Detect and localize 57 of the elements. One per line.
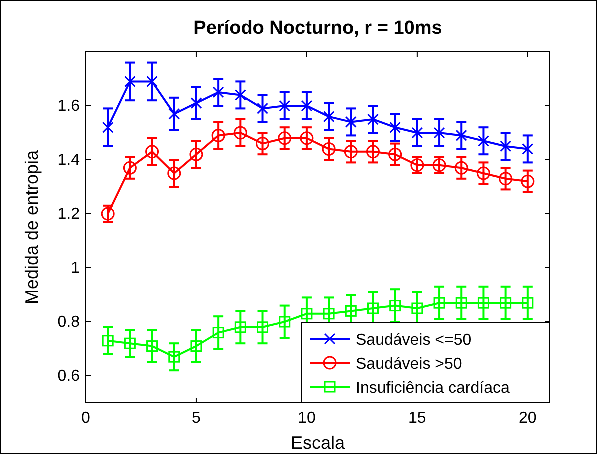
point xyxy=(101,207,115,221)
point xyxy=(323,308,335,320)
point xyxy=(234,126,248,140)
point xyxy=(366,145,380,159)
y-tick-label: 0.8 xyxy=(58,314,80,331)
y-tick-label: 1 xyxy=(71,260,80,277)
point xyxy=(410,158,424,172)
y-axis-title: Medida de entropia xyxy=(22,149,42,305)
chart-title: Período Nocturno, r = 10ms xyxy=(194,18,442,39)
point xyxy=(212,128,226,142)
point xyxy=(344,145,358,159)
point xyxy=(102,335,114,347)
legend-label: Saudáveis <=50 xyxy=(356,332,472,349)
point xyxy=(412,302,424,314)
point xyxy=(522,297,534,309)
point xyxy=(478,297,490,309)
point xyxy=(456,297,468,309)
point xyxy=(278,132,292,146)
point xyxy=(146,145,160,159)
y-tick-label: 1.2 xyxy=(58,206,80,223)
point xyxy=(367,302,379,314)
point xyxy=(476,166,490,180)
point xyxy=(322,142,336,156)
x-tick-label: 15 xyxy=(408,410,426,427)
point xyxy=(390,300,402,312)
point xyxy=(257,322,269,334)
x-tick-label: 5 xyxy=(192,410,202,427)
point xyxy=(124,338,136,350)
point xyxy=(500,297,512,309)
point xyxy=(212,327,224,339)
point xyxy=(388,148,402,162)
point xyxy=(521,174,535,188)
point xyxy=(190,340,202,352)
point xyxy=(123,161,137,175)
point xyxy=(499,172,513,186)
legend-label: Saudáveis >50 xyxy=(356,356,462,373)
point xyxy=(190,148,204,162)
point xyxy=(168,351,180,363)
y-tick-label: 1.4 xyxy=(58,152,80,169)
point xyxy=(301,308,313,320)
point xyxy=(454,161,468,175)
legend-label: Insuficiência cardíaca xyxy=(356,380,510,397)
x-tick-label: 20 xyxy=(519,410,537,427)
y-tick-label: 1.6 xyxy=(58,98,80,115)
point xyxy=(434,297,446,309)
point xyxy=(146,340,158,352)
point xyxy=(168,166,182,180)
y-tick-label: 0.6 xyxy=(58,368,80,385)
point xyxy=(256,137,270,151)
point xyxy=(345,305,357,317)
x-tick-label: 10 xyxy=(298,410,316,427)
point xyxy=(300,132,314,146)
point xyxy=(432,158,446,172)
x-axis-title: Escala xyxy=(290,433,346,453)
point xyxy=(234,322,246,334)
point xyxy=(279,316,291,328)
x-tick-label: 0 xyxy=(82,410,91,427)
